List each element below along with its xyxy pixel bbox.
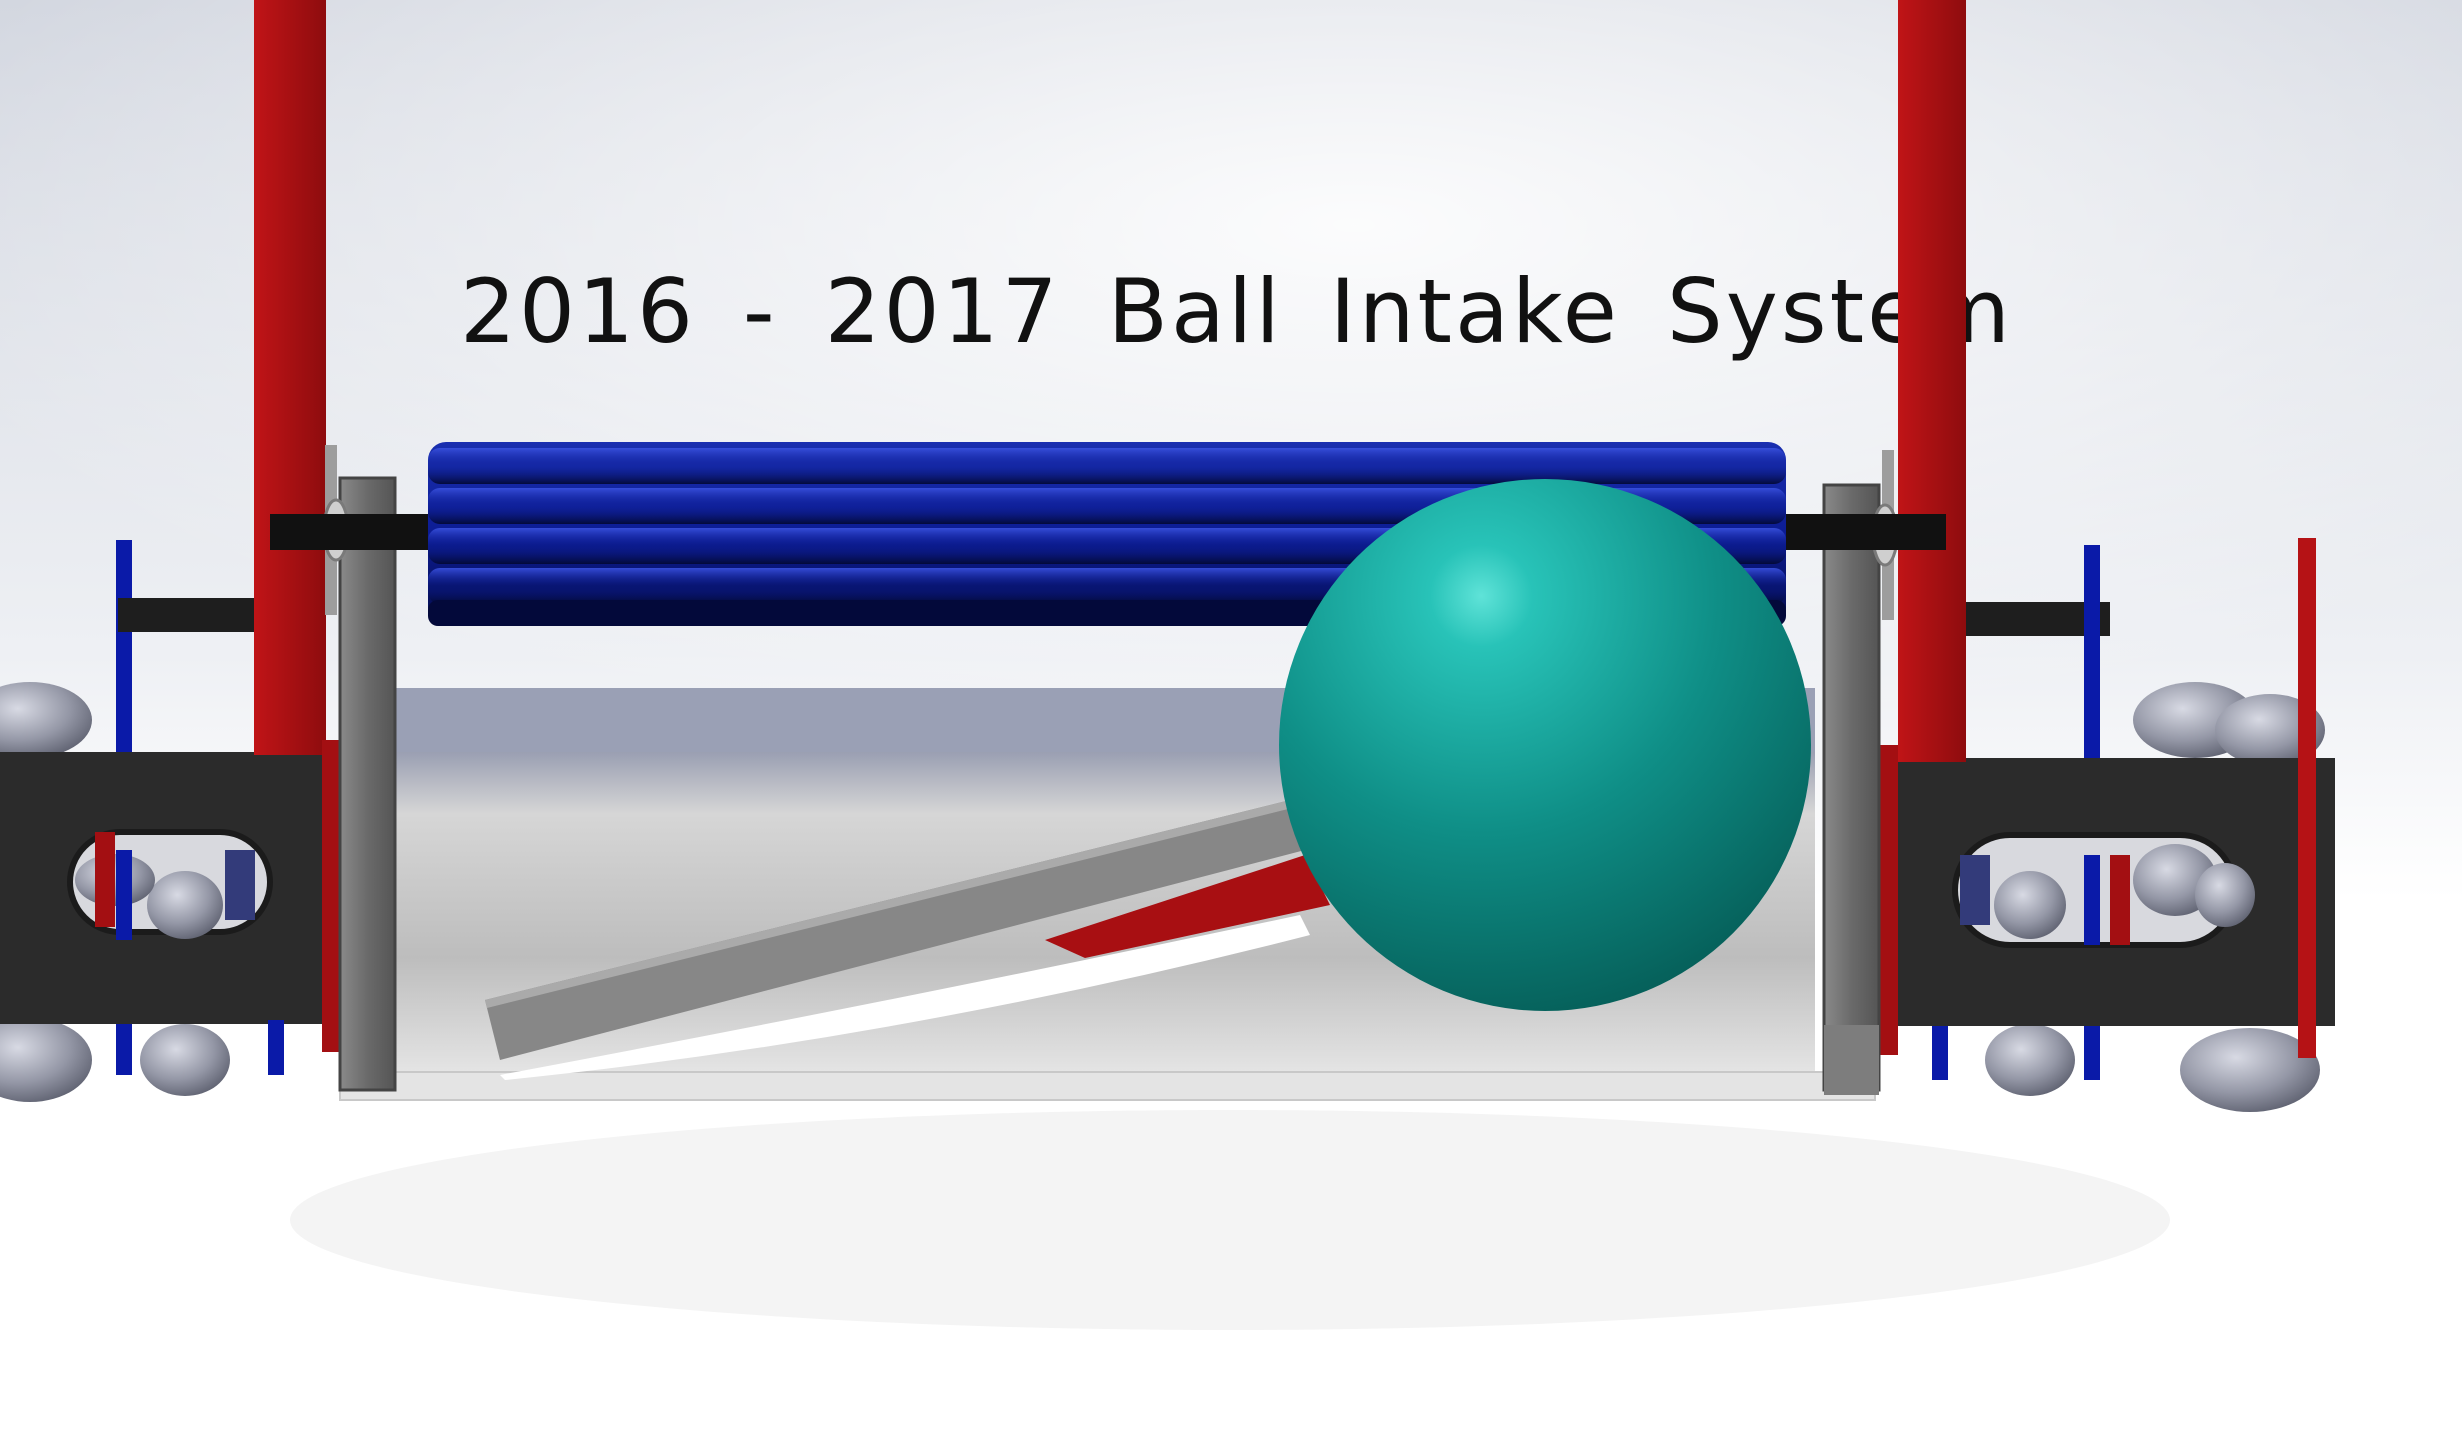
right-side-plate	[1822, 450, 1899, 1095]
right-slot-bearing	[1960, 855, 1990, 925]
left-slot-bearing	[225, 850, 255, 920]
right-red-inner	[2110, 855, 2130, 945]
left-drive-assembly	[0, 0, 342, 1102]
left-slot-wheel	[147, 871, 223, 939]
right-red-arm	[1898, 0, 1966, 762]
gray-ramp-top-edge	[485, 800, 1292, 1008]
page-title: 2016 - 2017 Ball Intake System	[460, 260, 2013, 363]
left-red-arm-inner	[95, 832, 115, 927]
right-drive-assembly	[1878, 0, 2335, 1112]
right-slot-wheel	[1994, 871, 2066, 939]
right-slot-wheel-3	[2195, 863, 2255, 927]
red-deflector	[1045, 855, 1330, 958]
left-red-arm-lower	[322, 740, 342, 1052]
right-blue-plate-mid	[2084, 855, 2100, 945]
ramp-shadow-curve	[500, 915, 1310, 1080]
right-red-arm-lower	[1878, 745, 1898, 1055]
floor-shadow	[290, 1110, 2170, 1330]
left-blue-plate-mid	[116, 850, 132, 940]
right-outer-red-plate	[2298, 538, 2316, 1058]
gray-ramp	[485, 800, 1305, 1060]
trough-floor-strip	[339, 1071, 1876, 1101]
left-blue-plate-front	[268, 1020, 284, 1075]
intake-roller	[428, 442, 1786, 626]
right-blue-plate-front	[1932, 1020, 1948, 1080]
ball	[1279, 479, 1811, 1011]
left-red-arm	[254, 0, 326, 755]
left-lower-axle	[118, 598, 268, 632]
